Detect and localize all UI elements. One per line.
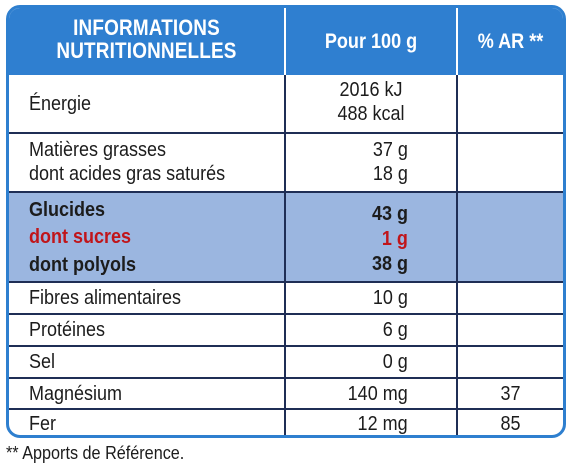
footnote: ** Apports de Référence. <box>6 443 185 463</box>
energie-kj: 2016 kJ <box>339 79 403 101</box>
fer-ar: 85 <box>500 413 521 435</box>
row-proteines: Protéines 6 g <box>9 315 563 345</box>
header-per100: Pour 100 g <box>324 30 418 53</box>
cell-label: Matières grasses dont acides gras saturé… <box>9 134 286 191</box>
cell-label: Énergie <box>9 75 286 132</box>
matieres-value: 37 g <box>372 139 408 161</box>
satures-label: dont acides gras saturés <box>29 163 226 185</box>
magnesium-ar: 37 <box>500 383 521 405</box>
magnesium-value: 140 mg <box>347 383 408 405</box>
row-sel: Sel 0 g <box>9 347 563 377</box>
table-header: INFORMATIONS NUTRITIONNELLES Pour 100 g … <box>9 8 563 75</box>
row-energie: Énergie 2016 kJ 488 kcal <box>9 75 563 132</box>
energie-label: Énergie <box>29 93 92 115</box>
proteines-label: Protéines <box>29 319 106 341</box>
header-title-line2: NUTRITIONNELLES <box>56 38 237 63</box>
cell-ar <box>458 193 563 281</box>
sucres-value: 1 g <box>381 228 408 250</box>
cell-ar: 85 <box>458 410 563 435</box>
row-divider <box>9 345 563 347</box>
cell-value: 12 mg <box>286 410 458 435</box>
cell-ar: 37 <box>458 379 563 408</box>
cell-value: 2016 kJ 488 kcal <box>286 75 458 132</box>
row-divider <box>9 132 563 134</box>
cell-value: 140 mg <box>286 379 458 408</box>
sel-value: 0 g <box>382 351 408 373</box>
cell-label: Glucides dont sucres dont polyols <box>9 193 286 281</box>
row-divider <box>9 408 563 410</box>
matieres-label: Matières grasses <box>29 139 167 161</box>
cell-ar <box>458 283 563 313</box>
row-glucides: Glucides dont sucres dont polyols 43 g 1… <box>9 193 563 281</box>
cell-label: Fer <box>9 410 286 435</box>
sel-label: Sel <box>29 351 56 373</box>
row-divider <box>9 377 563 379</box>
fibres-value: 10 g <box>372 287 408 309</box>
magnesium-label: Magnésium <box>29 383 123 405</box>
fibres-label: Fibres alimentaires <box>29 287 182 309</box>
polyols-value: 38 g <box>371 253 408 275</box>
energie-kcal: 488 kcal <box>337 103 405 125</box>
header-title-cell: INFORMATIONS NUTRITIONNELLES <box>9 8 286 75</box>
cell-ar <box>458 315 563 345</box>
sucres-label: dont sucres <box>29 226 132 248</box>
cell-label: Sel <box>9 347 286 377</box>
satures-value: 18 g <box>372 163 408 185</box>
row-divider <box>9 313 563 315</box>
fer-label: Fer <box>29 413 56 435</box>
nutrition-table: INFORMATIONS NUTRITIONNELLES Pour 100 g … <box>6 5 566 438</box>
header-per100-cell: Pour 100 g <box>286 8 458 75</box>
header-title: INFORMATIONS NUTRITIONNELLES <box>28 16 265 62</box>
cell-value: 0 g <box>286 347 458 377</box>
cell-label: Protéines <box>9 315 286 345</box>
row-magnesium: Magnésium 140 mg 37 <box>9 379 563 408</box>
cell-label: Fibres alimentaires <box>9 283 286 313</box>
row-matieres-grasses: Matières grasses dont acides gras saturé… <box>9 134 563 191</box>
cell-label: Magnésium <box>9 379 286 408</box>
cell-ar <box>458 347 563 377</box>
glucides-label: Glucides <box>29 199 106 221</box>
proteines-value: 6 g <box>382 319 408 341</box>
row-fibres: Fibres alimentaires 10 g <box>9 283 563 313</box>
row-fer: Fer 12 mg 85 <box>9 410 563 435</box>
cell-ar <box>458 134 563 191</box>
header-ar-cell: % AR ** <box>458 8 563 75</box>
glucides-value: 43 g <box>371 203 408 225</box>
cell-value: 43 g 1 g 38 g <box>286 193 458 281</box>
cell-ar <box>458 75 563 132</box>
cell-value: 10 g <box>286 283 458 313</box>
polyols-label: dont polyols <box>29 254 137 276</box>
fer-value: 12 mg <box>357 413 408 435</box>
header-title-line1: INFORMATIONS <box>73 15 220 40</box>
cell-value: 37 g 18 g <box>286 134 458 191</box>
row-divider <box>9 281 563 283</box>
header-ar: % AR ** <box>477 30 544 53</box>
row-divider <box>9 191 563 193</box>
cell-value: 6 g <box>286 315 458 345</box>
